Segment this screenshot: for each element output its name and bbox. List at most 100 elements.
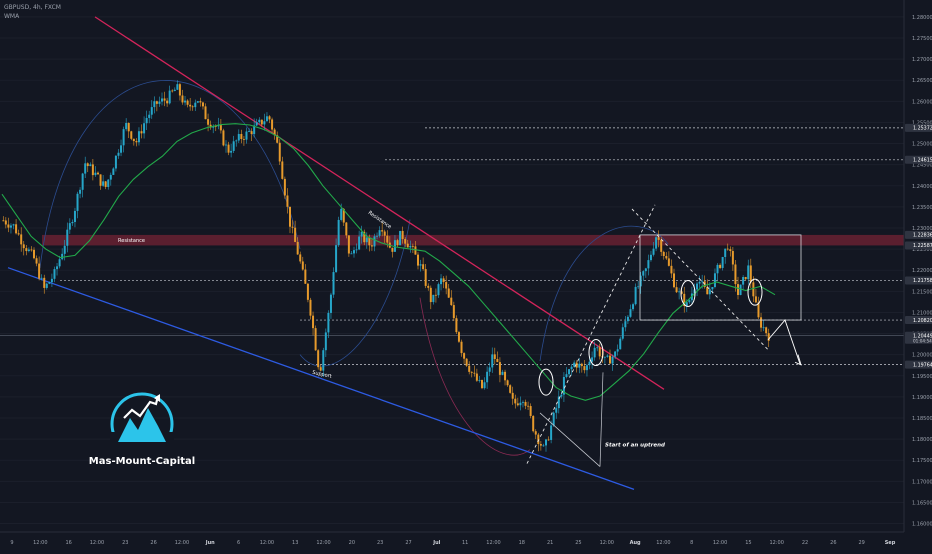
candle <box>606 354 609 358</box>
candle <box>120 139 123 157</box>
candle-body <box>240 133 243 139</box>
candle <box>440 274 443 291</box>
candle-body <box>127 122 130 132</box>
candle <box>137 127 140 146</box>
candle-body <box>340 208 343 220</box>
indicator-label[interactable]: WMA <box>4 13 20 20</box>
candle <box>163 91 166 107</box>
candle-body <box>186 100 189 105</box>
candle <box>38 256 41 281</box>
candle <box>335 238 338 273</box>
candle <box>675 281 678 294</box>
candle <box>112 167 115 175</box>
price-badge-label: 1.19764 <box>913 362 932 368</box>
candle <box>696 281 699 296</box>
candle-body <box>585 365 588 371</box>
candle <box>260 119 263 128</box>
candle-body <box>562 376 565 395</box>
candle <box>501 369 504 376</box>
candle <box>547 436 550 441</box>
candle-body <box>56 266 59 270</box>
candle-body <box>104 181 107 187</box>
candle <box>739 284 742 296</box>
candle-body <box>417 254 419 266</box>
candle <box>181 89 184 105</box>
time-tick-label: 25 <box>575 540 581 546</box>
candle-body <box>749 265 752 283</box>
candle <box>632 302 635 312</box>
time-tick-label: 23 <box>122 540 128 546</box>
candle-body <box>22 244 25 249</box>
candle <box>716 263 719 281</box>
candle <box>614 350 617 360</box>
candle-body <box>263 121 266 125</box>
candle-body <box>312 315 315 329</box>
candle <box>86 162 89 173</box>
candle <box>447 283 450 298</box>
candle-body <box>350 253 353 255</box>
candle-body <box>135 141 138 143</box>
candle <box>498 357 501 383</box>
candle-body <box>713 273 716 288</box>
candle <box>296 237 299 255</box>
candle <box>132 138 135 146</box>
candle <box>66 222 69 253</box>
candle-body <box>583 366 586 371</box>
candle-body <box>634 286 637 305</box>
candle <box>33 247 35 260</box>
candle-body <box>742 277 745 285</box>
candle <box>329 292 332 319</box>
candle-body <box>25 248 28 252</box>
candle <box>747 259 750 285</box>
candle-body <box>401 230 404 240</box>
time-tick-label: 20 <box>349 540 355 546</box>
candle <box>762 320 765 332</box>
candle <box>30 246 33 252</box>
candle <box>550 420 553 444</box>
candle-body <box>73 210 76 222</box>
candle-body <box>724 248 727 257</box>
candle-body <box>109 174 112 180</box>
candle <box>314 325 317 351</box>
candle <box>406 239 409 248</box>
candle <box>363 229 366 246</box>
candle-body <box>194 102 197 108</box>
time-tick-label: Sep <box>885 540 896 546</box>
candle <box>493 347 496 365</box>
candle-body <box>611 356 614 364</box>
candle <box>504 369 507 386</box>
candle-body <box>445 282 448 289</box>
candle <box>424 263 427 289</box>
candle <box>609 349 611 364</box>
candle <box>281 156 284 180</box>
candle <box>135 138 138 147</box>
candle-body <box>765 327 768 334</box>
candle <box>242 136 245 146</box>
time-tick-label: 12:00 <box>600 540 614 546</box>
candle <box>370 239 373 251</box>
candle-body <box>207 119 210 125</box>
price-badge-label: 1.22836 <box>913 233 932 239</box>
price-tick-label: 1.26000 <box>912 99 932 105</box>
candle <box>219 118 222 134</box>
candle <box>450 290 453 306</box>
price-tick-label: 1.19500 <box>912 374 932 380</box>
candle-body <box>273 129 276 136</box>
candle-body <box>419 264 422 266</box>
candle <box>140 124 143 139</box>
candle <box>539 440 542 451</box>
candle <box>575 360 578 373</box>
candle-body <box>481 380 483 389</box>
candle <box>161 92 163 106</box>
price-tick-label: 1.21500 <box>912 289 932 295</box>
candle <box>125 118 128 132</box>
candle <box>460 339 463 357</box>
candle <box>411 243 414 254</box>
candle-body <box>614 351 617 357</box>
candle <box>81 172 84 198</box>
candle-body <box>409 245 412 248</box>
candle-body <box>639 275 642 287</box>
candle-body <box>199 101 202 103</box>
